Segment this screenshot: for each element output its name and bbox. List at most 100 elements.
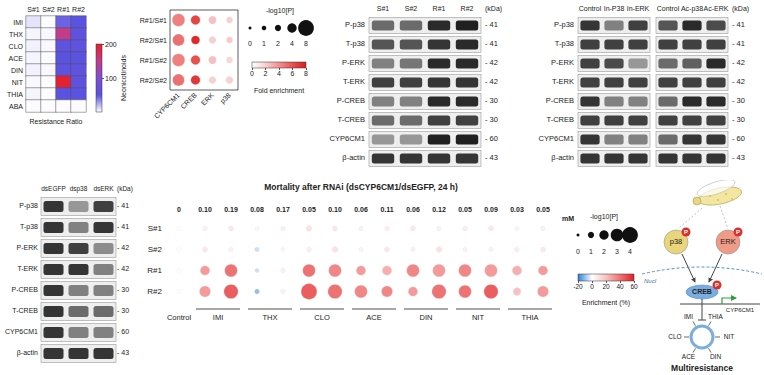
svg-text:P-ERK: P-ERK: [551, 58, 574, 67]
svg-text:Control: Control: [579, 5, 602, 12]
svg-text:CREB: CREB: [179, 91, 198, 110]
svg-text:mM: mM: [562, 215, 574, 222]
svg-text:Enrichment (%): Enrichment (%): [582, 299, 630, 307]
svg-text:- 30: - 30: [732, 96, 745, 105]
svg-text:CYP6CM1: CYP6CM1: [330, 134, 365, 143]
svg-text:200: 200: [105, 41, 117, 48]
svg-text:4: 4: [290, 40, 294, 47]
svg-text:R#2: R#2: [461, 5, 474, 12]
svg-text:P-CREB: P-CREB: [12, 286, 39, 293]
svg-text:100: 100: [105, 75, 117, 82]
svg-text:IMI: IMI: [213, 313, 223, 322]
svg-text:T-CREB: T-CREB: [337, 115, 365, 124]
svg-text:0.11: 0.11: [380, 206, 393, 213]
svg-text:0: 0: [576, 248, 580, 255]
svg-text:β-actin: β-actin: [551, 153, 574, 162]
svg-text:2: 2: [602, 248, 606, 255]
svg-text:- 42: - 42: [485, 77, 498, 86]
svg-text:ACE: ACE: [366, 313, 381, 322]
svg-text:0.09: 0.09: [484, 206, 498, 213]
svg-text:CLO: CLO: [314, 313, 330, 322]
svg-text:(kDa): (kDa): [485, 5, 502, 13]
svg-text:1: 1: [589, 248, 593, 255]
svg-text:- 43: - 43: [485, 153, 498, 162]
svg-text:CYP6CM1: CYP6CM1: [539, 134, 574, 143]
svg-text:- 41: - 41: [485, 20, 498, 29]
svg-text:0.19: 0.19: [224, 206, 238, 213]
svg-text:THIA: THIA: [521, 313, 538, 322]
svg-text:P-CREB: P-CREB: [337, 96, 365, 105]
svg-text:CYP6CM1: CYP6CM1: [153, 91, 181, 119]
svg-text:DIN: DIN: [11, 67, 23, 74]
svg-text:0: 0: [177, 206, 181, 213]
svg-text:- 43: - 43: [732, 153, 745, 162]
svg-text:THX: THX: [263, 313, 278, 322]
svg-text:R#2: R#2: [147, 287, 162, 296]
svg-text:0.17: 0.17: [276, 206, 290, 213]
svg-text:Ac-p38: Ac-p38: [681, 5, 703, 13]
svg-text:NIT: NIT: [724, 333, 735, 340]
svg-text:CYP6CM1: CYP6CM1: [5, 328, 38, 335]
svg-text:0.06: 0.06: [406, 206, 420, 213]
svg-text:2: 2: [276, 40, 280, 47]
svg-text:3: 3: [615, 248, 619, 255]
svg-text:ERK: ERK: [200, 91, 215, 106]
svg-text:- 30: - 30: [117, 286, 129, 293]
svg-text:Resistance Ratio: Resistance Ratio: [30, 118, 83, 125]
svg-text:- 42: - 42: [732, 77, 745, 86]
svg-text:T-ERK: T-ERK: [552, 77, 574, 86]
svg-text:R#1: R#1: [433, 5, 446, 12]
svg-text:-log10[P]: -log10[P]: [590, 213, 618, 221]
svg-text:R#1/S#1: R#1/S#1: [140, 17, 167, 24]
svg-text:Fold enrichment: Fold enrichment: [254, 87, 304, 94]
svg-text:1: 1: [262, 40, 266, 47]
svg-text:S#2: S#2: [405, 5, 418, 12]
svg-text:THIA: THIA: [7, 91, 23, 98]
svg-text:DIN: DIN: [710, 353, 722, 360]
svg-text:- 42: - 42: [732, 58, 745, 67]
svg-text:S#1: S#1: [377, 5, 390, 12]
svg-text:8: 8: [304, 40, 308, 47]
svg-text:(kDa): (kDa): [732, 5, 749, 13]
svg-text:P: P: [715, 282, 719, 288]
svg-text:R#2/S#2: R#2/S#2: [140, 77, 167, 84]
svg-text:Neonicotinoids: Neonicotinoids: [120, 55, 127, 101]
svg-text:0.05: 0.05: [458, 206, 472, 213]
svg-text:- 41: - 41: [732, 39, 745, 48]
svg-text:T-p38: T-p38: [346, 39, 365, 48]
svg-text:P-p38: P-p38: [19, 202, 38, 210]
svg-text:6: 6: [291, 70, 295, 77]
svg-text:S#1: S#1: [148, 224, 163, 233]
svg-text:- 42: - 42: [117, 244, 129, 251]
svg-text:- 41: - 41: [117, 202, 129, 209]
svg-text:IMI: IMI: [684, 313, 693, 320]
svg-text:R#1: R#1: [57, 6, 70, 13]
svg-text:- 42: - 42: [117, 265, 129, 272]
svg-text:0: 0: [250, 70, 254, 77]
svg-text:dsERK: dsERK: [93, 185, 114, 192]
svg-text:0.08: 0.08: [250, 206, 264, 213]
svg-text:R#2: R#2: [72, 6, 85, 13]
svg-text:CREB: CREB: [692, 288, 712, 295]
svg-text:- 30: - 30: [485, 115, 498, 124]
svg-text:- 60: - 60: [732, 134, 745, 143]
svg-text:NIT: NIT: [12, 79, 24, 86]
svg-text:0.10: 0.10: [198, 206, 212, 213]
svg-text:4: 4: [277, 70, 281, 77]
svg-text:P-p38: P-p38: [554, 20, 574, 29]
svg-text:β-actin: β-actin: [17, 349, 38, 357]
svg-text:ERK: ERK: [720, 237, 735, 246]
svg-text:R#2/S#1: R#2/S#1: [140, 37, 167, 44]
svg-text:- 30: - 30: [732, 115, 745, 124]
svg-text:4: 4: [628, 248, 632, 255]
svg-text:CYP6CM1: CYP6CM1: [726, 307, 755, 313]
svg-text:Mortality after RNAi (dsCYP6CM: Mortality after RNAi (dsCYP6CM1/dsEGFP, …: [264, 182, 458, 192]
svg-text:NIT: NIT: [472, 313, 485, 322]
svg-text:T-ERK: T-ERK: [17, 265, 38, 272]
svg-text:ACE: ACE: [9, 55, 24, 62]
svg-text:Control: Control: [657, 5, 680, 12]
svg-text:-20: -20: [573, 283, 583, 290]
svg-text:0: 0: [590, 283, 594, 290]
svg-text:R#1/S#2: R#1/S#2: [140, 57, 167, 64]
svg-text:20: 20: [602, 283, 610, 290]
